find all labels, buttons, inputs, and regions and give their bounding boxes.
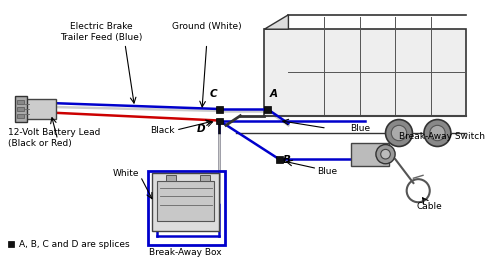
Bar <box>152 173 219 231</box>
Bar <box>148 171 225 245</box>
Text: Blue: Blue <box>318 167 338 176</box>
Text: Electric Brake
Trailer Feed (Blue): Electric Brake Trailer Feed (Blue) <box>60 22 142 42</box>
Bar <box>264 29 466 116</box>
Bar <box>216 106 223 113</box>
Bar <box>18 114 24 118</box>
Text: A: A <box>270 89 278 99</box>
Circle shape <box>424 120 451 147</box>
Bar <box>351 143 390 166</box>
Polygon shape <box>264 15 288 29</box>
Bar <box>16 96 27 123</box>
Text: Blue: Blue <box>350 124 370 133</box>
Bar <box>166 175 176 181</box>
Bar <box>276 156 282 163</box>
Bar <box>18 100 24 104</box>
Bar <box>25 99 56 119</box>
Bar <box>216 118 223 124</box>
Text: A, B, C and D are splices: A, B, C and D are splices <box>19 240 130 249</box>
Circle shape <box>392 125 406 141</box>
Bar <box>18 107 24 111</box>
Text: Black: Black <box>150 126 175 135</box>
Circle shape <box>430 125 445 141</box>
Bar <box>264 106 271 113</box>
Circle shape <box>386 120 412 147</box>
Bar <box>200 175 209 181</box>
Text: Cable: Cable <box>417 202 442 211</box>
Bar <box>8 241 14 248</box>
Bar <box>156 181 214 221</box>
Text: Break-Away Switch: Break-Away Switch <box>399 132 485 141</box>
Text: 12-Volt Battery Lead
(Black or Red): 12-Volt Battery Lead (Black or Red) <box>8 128 100 148</box>
Circle shape <box>380 149 390 159</box>
Text: White: White <box>113 169 140 178</box>
Text: C: C <box>210 89 218 99</box>
Text: Ground (White): Ground (White) <box>172 22 242 32</box>
Circle shape <box>376 144 395 164</box>
Text: B: B <box>282 155 290 165</box>
Text: D: D <box>197 124 205 134</box>
Text: Break-Away Box: Break-Away Box <box>149 248 222 257</box>
